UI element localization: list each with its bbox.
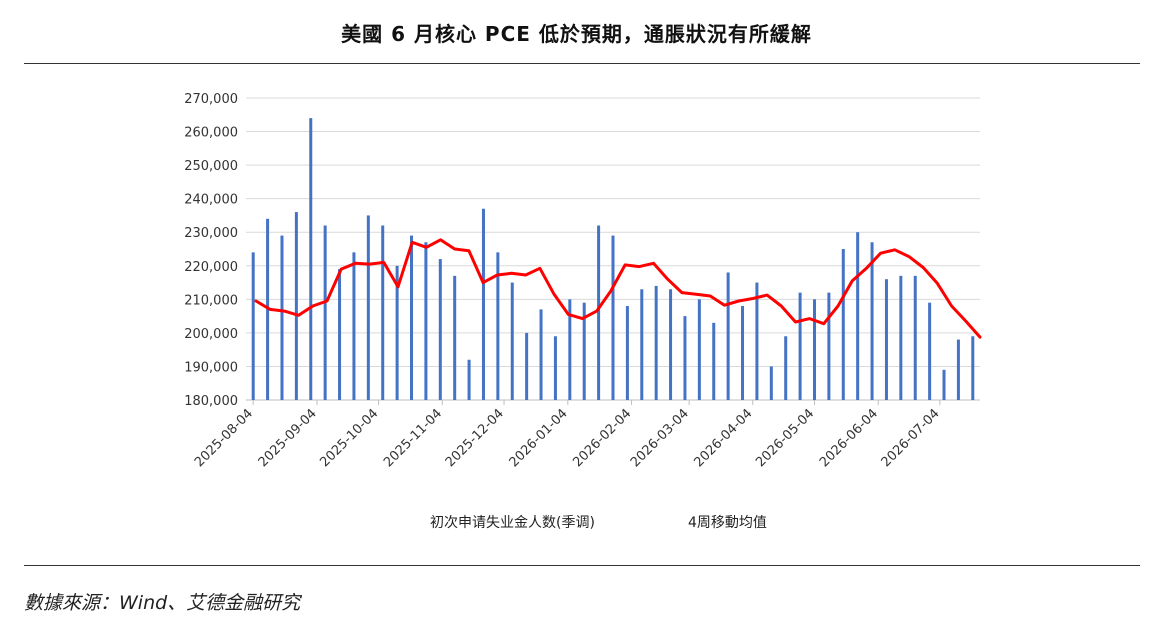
- y-tick-label: 220,000: [184, 260, 238, 275]
- bar: [453, 275, 457, 400]
- bar: [812, 299, 816, 400]
- x-tick-label: 2026-04-04: [692, 406, 756, 470]
- x-tick-label: 2026-07-04: [879, 406, 943, 470]
- bar: [424, 242, 428, 400]
- bar: [798, 292, 802, 400]
- bar: [597, 225, 601, 400]
- bar: [956, 339, 960, 400]
- top-rule: [24, 63, 1140, 64]
- x-tick-label: 2025-12-04: [443, 406, 507, 470]
- y-tick-label: 180,000: [184, 394, 238, 409]
- bar: [251, 252, 255, 400]
- bar: [899, 275, 903, 400]
- x-tick-label: 2025-10-04: [317, 406, 381, 470]
- bar: [654, 285, 658, 400]
- legend-line-label: 4周移動均值: [688, 515, 767, 531]
- bar: [481, 208, 485, 400]
- bar: [294, 212, 298, 400]
- bar: [366, 215, 370, 400]
- bar: [410, 235, 414, 400]
- bar: [870, 242, 874, 400]
- bar: [884, 279, 888, 400]
- bar: [338, 269, 342, 400]
- bar: [971, 336, 975, 400]
- bar: [611, 235, 615, 400]
- bar: [510, 282, 514, 400]
- y-tick-label: 230,000: [184, 226, 238, 241]
- bar: [309, 118, 313, 400]
- bar: [755, 282, 759, 400]
- bar: [467, 359, 471, 400]
- x-tick-label: 2025-11-04: [381, 406, 445, 470]
- bar: [525, 332, 529, 400]
- y-tick-label: 240,000: [184, 193, 238, 208]
- source-note: 數據來源：Wind、艾德金融研究: [24, 592, 301, 614]
- bar: [726, 272, 730, 400]
- bar: [928, 302, 932, 400]
- bar: [827, 292, 831, 400]
- bar: [669, 289, 673, 400]
- bar: [381, 225, 385, 400]
- chart-svg: 180,000 190,000 200,000 210,000 220,000 230,0…: [184, 92, 982, 531]
- bar: [553, 336, 557, 400]
- y-tick-label: 250,000: [184, 159, 238, 174]
- bar: [841, 249, 845, 400]
- bar: [683, 316, 687, 400]
- bar: [496, 252, 500, 400]
- bar: [438, 259, 442, 400]
- bar: [323, 225, 327, 400]
- moving-average-line: [254, 238, 982, 339]
- bar: [352, 252, 356, 400]
- y-tick-label: 270,000: [184, 92, 238, 107]
- bar: [697, 299, 701, 400]
- bar: [784, 336, 788, 400]
- y-tick-label: 200,000: [184, 327, 238, 342]
- bar: [625, 306, 629, 400]
- x-tick-label: 2026-06-04: [817, 406, 881, 470]
- bottom-rule: [24, 565, 1140, 566]
- bar: [769, 366, 773, 400]
- x-tick-label: 2026-05-04: [753, 406, 817, 470]
- bar: [280, 235, 284, 400]
- bar: [395, 265, 399, 400]
- bar: [712, 322, 716, 400]
- bar: [856, 232, 860, 400]
- x-tick-label: 2025-09-04: [256, 406, 320, 470]
- bar: [741, 306, 745, 400]
- y-tick-label: 260,000: [184, 126, 238, 141]
- bar: [942, 369, 946, 400]
- bar: [640, 289, 644, 400]
- bar: [568, 299, 572, 400]
- x-tick-label: 2026-01-04: [507, 406, 571, 470]
- y-tick-label: 210,000: [184, 293, 238, 308]
- y-tick-label: 190,000: [184, 360, 238, 375]
- bar: [539, 309, 543, 400]
- bar: [913, 275, 917, 400]
- x-tick-label: 2025-08-04: [192, 406, 256, 470]
- legend-bar-label: 初次申请失业金人数(季调): [430, 514, 595, 531]
- bar: [582, 302, 586, 400]
- chart-title: 美國 6 月核心 PCE 低於預期，通脹狀況有所緩解: [341, 22, 812, 46]
- x-tick-label: 2026-02-04: [570, 406, 634, 470]
- x-tick-label: 2026-03-04: [628, 406, 692, 470]
